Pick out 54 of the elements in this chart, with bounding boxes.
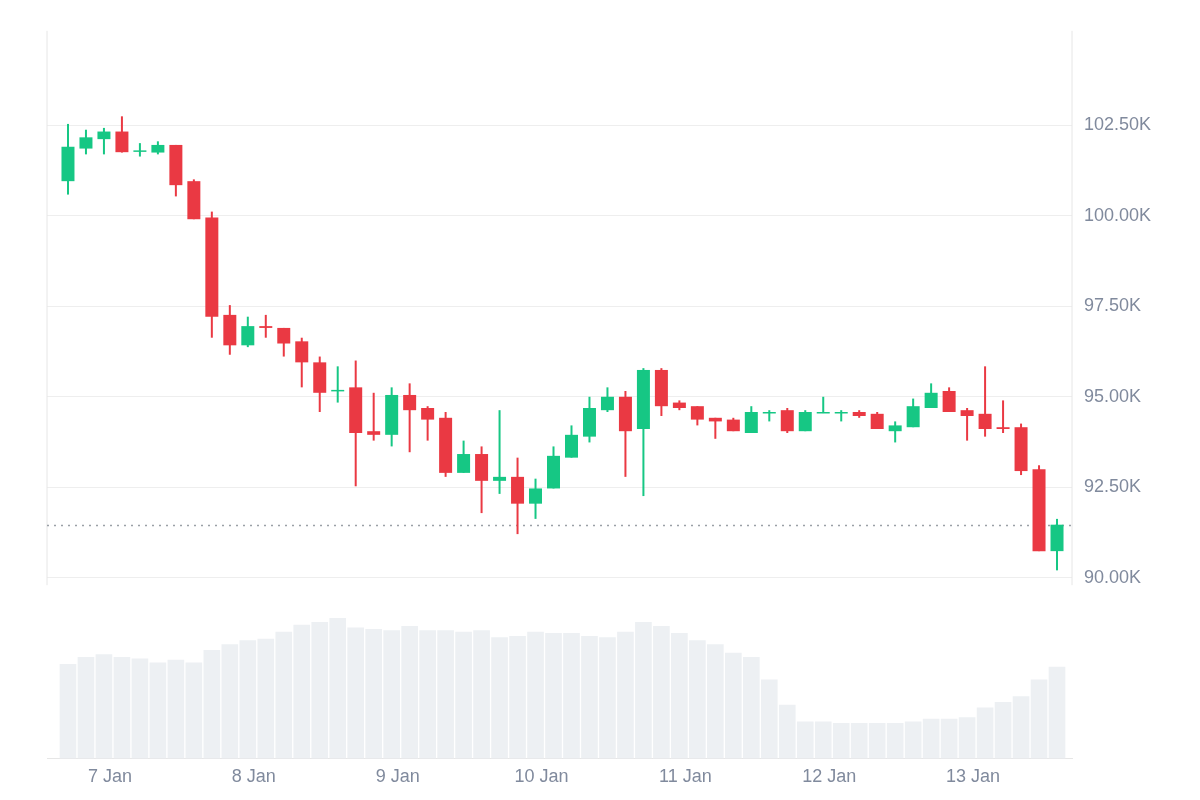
y-tick-label: 90.00K <box>1084 566 1142 587</box>
bar <box>113 656 131 759</box>
candlestick <box>888 420 902 444</box>
candlestick <box>924 382 938 410</box>
candlestick <box>259 313 273 339</box>
y-tick-label: 97.50K <box>1084 295 1142 316</box>
candlestick <box>115 115 129 154</box>
candlestick <box>942 386 956 413</box>
candlestick <box>493 409 507 495</box>
x-tick-label: 10 Jan <box>514 766 569 787</box>
candlestick <box>529 477 543 520</box>
bar <box>958 717 976 759</box>
y-tick-label: 100.00K <box>1084 204 1152 225</box>
bar <box>167 659 185 759</box>
x-tick-label: 8 Jan <box>231 766 276 787</box>
bar <box>95 654 113 759</box>
candlestick <box>960 407 974 442</box>
candlestick <box>780 407 794 435</box>
bar <box>922 718 940 759</box>
bar <box>1030 679 1048 759</box>
candlestick <box>600 386 614 413</box>
candlestick <box>403 382 417 454</box>
x-tick-label: 13 Jan <box>946 766 1001 787</box>
candlestick <box>421 405 435 442</box>
bar <box>59 664 77 759</box>
candlestick <box>241 315 255 349</box>
candlestick <box>564 424 578 459</box>
bar <box>1048 666 1066 759</box>
candlestick <box>906 397 920 429</box>
bar <box>185 662 203 759</box>
y-tick-label: 102.50K <box>1084 113 1152 134</box>
y-tick-label: 95.00K <box>1084 385 1142 406</box>
candlestick <box>457 439 471 474</box>
candlestick <box>79 128 93 156</box>
x-tick-label: 7 Jan <box>87 766 132 787</box>
bar <box>976 707 994 759</box>
y-tick-label: 92.50K <box>1084 476 1142 497</box>
candlestick <box>996 399 1010 435</box>
candlestick <box>367 391 381 442</box>
candlestick <box>690 405 704 427</box>
x-tick-label: 11 Jan <box>659 766 712 787</box>
candlestick <box>295 336 309 389</box>
candlestick <box>277 326 291 358</box>
bar <box>940 718 958 759</box>
bar <box>149 662 167 759</box>
candlestick <box>978 365 992 438</box>
bar <box>994 701 1012 759</box>
x-tick-label: 9 Jan <box>375 766 420 787</box>
bar <box>1012 696 1030 759</box>
bar <box>131 658 149 759</box>
candlestick <box>744 405 758 435</box>
x-tick-label: 12 Jan <box>802 766 857 787</box>
bar <box>77 656 95 759</box>
candlestick <box>97 126 111 156</box>
